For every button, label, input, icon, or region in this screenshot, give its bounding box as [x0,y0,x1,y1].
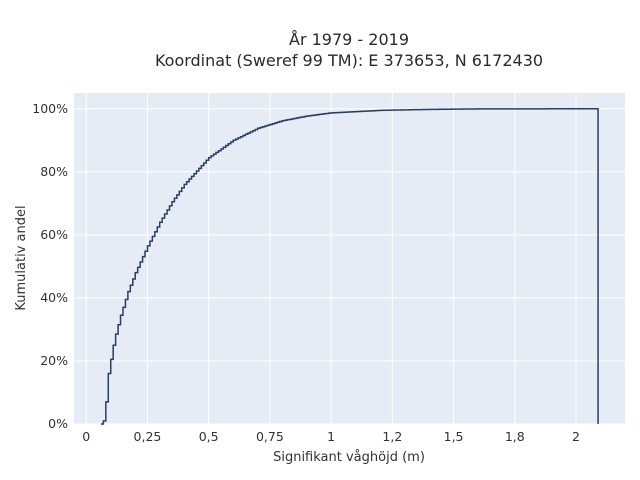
x-tick-label: 0,5 [199,429,219,444]
y-tick-label: 100% [32,101,68,116]
y-axis-title: Kumulativ andel [14,205,29,310]
x-tick-label: 1 [327,429,335,444]
ecdf-step-line [100,108,599,425]
x-tick-label: 0 [82,429,90,444]
x-tick-label: 1,5 [444,429,464,444]
chart-subtitle: Koordinat (Sweref 99 TM): E 373653, N 61… [155,51,543,70]
y-tick-label: 40% [40,290,68,305]
plot-background [74,93,625,424]
grid-lines [74,93,625,425]
x-tick-label: 1,2 [382,429,402,444]
x-tick-label: 2 [572,429,580,444]
chart-title: År 1979 - 2019 [289,30,409,49]
y-tick-label: 0% [48,416,68,431]
x-tick-label: 0,25 [134,429,162,444]
x-axis-title: Signifikant våghöjd (m) [273,450,425,465]
x-tick-label: 1,8 [505,429,525,444]
y-tick-label: 60% [40,227,68,242]
y-tick-label: 80% [40,164,68,179]
y-tick-labels: 0% 20% 40% 60% 80% 100% [32,101,68,431]
y-tick-label: 20% [40,353,68,368]
x-tick-labels: 0 0,25 0,5 0,75 1 1,2 1,5 1,8 2 [82,429,580,444]
series-layer [100,108,599,425]
x-tick-label: 0,75 [256,429,284,444]
